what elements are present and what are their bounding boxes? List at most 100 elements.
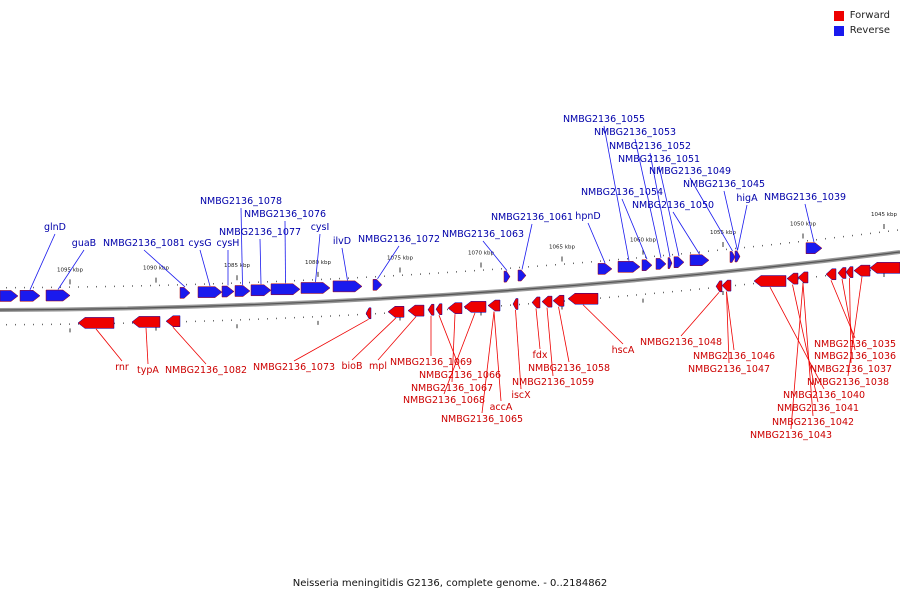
forward-label-leader [145, 327, 149, 365]
reverse-gene-label: NMBG2136_1045 [683, 179, 765, 190]
minor-tick-upper [105, 285, 106, 288]
reverse-gene-label: NMBG2136_1050 [632, 200, 714, 211]
forward-gene-labels: rnr typA NMBG2136_1082 NMBG2136_1073 bioB mpl… [95, 276, 896, 441]
forward-label-leader [493, 311, 502, 402]
minor-tick-upper [600, 260, 601, 262]
minor-tick-lower [627, 295, 628, 297]
forward-label-leader [841, 278, 856, 351]
forward-gene-label: typA [137, 365, 159, 376]
reverse-gene-label: glnD [44, 222, 66, 233]
minor-tick-upper [492, 268, 493, 271]
reverse-gene-label: higA [736, 193, 758, 204]
minor-tick-lower [798, 277, 799, 280]
reverse-gene-label: hpnD [575, 211, 600, 222]
minor-tick-lower [519, 303, 520, 306]
reverse-label-leader [603, 125, 630, 261]
forward-gene-arrow [435, 303, 443, 315]
minor-tick-upper [267, 281, 268, 283]
minor-tick-upper [897, 229, 898, 231]
reverse-gene-arrow [617, 261, 641, 273]
minor-tick-lower [24, 323, 25, 326]
minor-tick-upper [213, 283, 214, 285]
minor-tick-upper [402, 274, 403, 276]
reverse-gene-arrow [641, 259, 653, 271]
forward-gene-label: NMBG2136_1035 [814, 339, 896, 350]
forward-gene-label: NMBG2136_1073 [253, 362, 335, 373]
forward-label-leader [438, 315, 461, 370]
minor-tick-lower [645, 293, 646, 295]
minor-tick-upper [168, 284, 169, 286]
minor-tick-upper [609, 259, 610, 262]
minor-tick-lower [699, 288, 700, 290]
forward-gene-label: NMBG2136_1058 [528, 363, 610, 374]
reverse-gene-label: NMBG2136_1054 [581, 187, 663, 198]
minor-tick-upper [258, 281, 259, 283]
minor-tick-upper [537, 265, 538, 267]
reverse-label-leader [521, 223, 533, 270]
reverse-gene-arrow [270, 283, 301, 296]
minor-tick-lower [735, 284, 736, 287]
minor-tick-upper [753, 245, 754, 248]
forward-gene-arrow [77, 317, 115, 329]
minor-tick-lower [744, 283, 745, 286]
reverse-gene-arrow [221, 285, 235, 298]
minor-tick-upper [222, 282, 223, 285]
reverse-gene-label: NMBG2136_1049 [649, 166, 731, 177]
minor-tick-upper [78, 286, 79, 288]
forward-label-leader [515, 309, 522, 390]
minor-tick-lower [447, 308, 448, 311]
minor-tick-upper [816, 238, 817, 241]
forward-label-leader [377, 316, 417, 361]
forward-gene-label: mpl [369, 361, 387, 372]
reverse-gene-arrow [729, 251, 736, 263]
minor-tick-upper [186, 283, 187, 286]
minor-tick-lower [636, 294, 637, 296]
reverse-gene-arrow [332, 280, 363, 293]
minor-tick-upper [276, 280, 277, 283]
reverse-gene-label: NMBG2136_1078 [200, 196, 282, 207]
minor-tick-upper [249, 281, 250, 284]
forward-label-leader [680, 292, 720, 337]
minor-tick-upper [834, 236, 835, 239]
minor-tick-lower [690, 289, 691, 291]
minor-tick-lower [510, 304, 511, 306]
minor-tick-lower [186, 320, 187, 323]
forward-gene-arrow [753, 275, 787, 287]
forward-gene-label: NMBG2136_1037 [810, 364, 892, 375]
minor-tick-upper [204, 283, 205, 285]
forward-gene-arrow [567, 292, 599, 305]
reverse-gene-label: NMBG2136_1077 [219, 227, 301, 238]
minor-tick-upper [717, 249, 718, 252]
minor-tick-lower [249, 318, 250, 321]
axis-tick-label: 1060 kbp [630, 238, 656, 244]
reverse-gene-arrow [197, 286, 223, 298]
forward-gene-arrow [825, 268, 837, 281]
minor-tick-upper [681, 253, 682, 255]
minor-tick-lower [132, 322, 133, 324]
minor-tick-upper [24, 286, 25, 289]
minor-tick-upper [699, 251, 700, 253]
minor-tick-lower [654, 292, 655, 295]
axis-tick-label: 1055 kbp [710, 230, 736, 236]
minor-tick-lower [69, 323, 70, 325]
minor-tick-upper [672, 253, 673, 256]
minor-tick-upper [195, 283, 196, 286]
minor-tick-lower [708, 287, 709, 289]
minor-tick-lower [375, 312, 376, 315]
reverse-gene-label: cysI [311, 222, 330, 233]
reverse-label-leader [259, 238, 262, 285]
reverse-gene-label: NMBG2136_1072 [358, 234, 440, 245]
forward-gene-label: NMBG2136_1042 [772, 417, 854, 428]
reverse-gene-label: NMBG2136_1051 [618, 154, 700, 165]
forward-gene-label: NMBG2136_1040 [783, 390, 865, 401]
minor-tick-upper [726, 248, 727, 251]
minor-tick-lower [870, 269, 871, 272]
minor-tick-lower [33, 323, 34, 326]
forward-gene-arrow [531, 296, 541, 309]
reverse-gene-label: NMBG2136_1052 [609, 141, 691, 152]
forward-gene-arrow [165, 315, 181, 327]
reverse-label-leader [143, 249, 186, 288]
forward-gene-label: iscX [511, 390, 531, 401]
minor-tick-upper [888, 230, 889, 232]
minor-tick-upper [447, 271, 448, 274]
